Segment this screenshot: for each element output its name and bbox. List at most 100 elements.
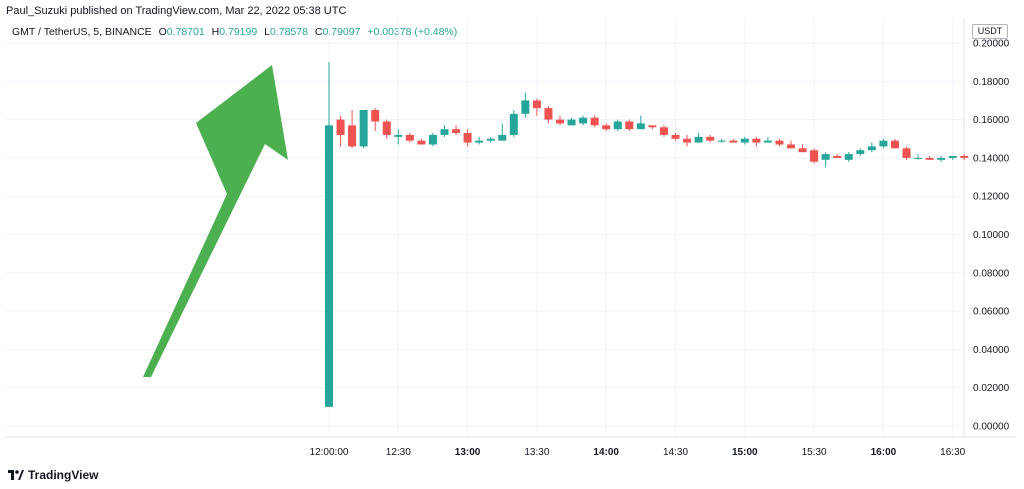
candle-body (613, 121, 622, 130)
candle-body (752, 138, 761, 143)
candle-down (348, 110, 357, 149)
candle-body (417, 140, 426, 145)
candle-down (336, 115, 345, 147)
candle-down (602, 123, 611, 132)
candle-body (452, 129, 461, 134)
candle-up (567, 117, 576, 126)
open-label: O (158, 26, 167, 38)
price-tick-label: 0.00000 (973, 422, 1010, 433)
candle-body (521, 100, 530, 114)
candle-up (821, 152, 830, 168)
up-arrow-annotation (143, 65, 288, 377)
low-value: 0.78578 (269, 26, 308, 38)
candle-body (463, 133, 472, 143)
candle-body (579, 117, 588, 124)
candle-down (625, 119, 634, 132)
time-tick-label: 14:30 (663, 447, 688, 458)
candle-up (325, 62, 333, 407)
candle-body (706, 136, 715, 141)
low-label: L (264, 26, 270, 38)
candle-down (371, 108, 380, 132)
candle-body (486, 138, 495, 141)
price-axis: 0.20000 0.18000 0.16000 0.14000 0.12000 0.100… (973, 39, 1010, 433)
candle-down (729, 138, 738, 143)
time-tick-label: 15:00 (732, 447, 758, 458)
candle-body (394, 134, 403, 137)
candle-body (359, 110, 368, 147)
candle-up (521, 92, 530, 118)
high-label: H (211, 26, 220, 38)
candle-body (532, 100, 541, 109)
candle-body (914, 157, 923, 159)
symbol-name: GMT / TetherUS, 5, BINANCE (12, 26, 152, 38)
price-tick-label: 0.10000 (973, 230, 1010, 241)
price-tick-label: 0.20000 (973, 39, 1010, 50)
candle-down (925, 155, 934, 160)
tradingview-brand-label: TradingView (28, 468, 99, 482)
candle-down (532, 98, 541, 116)
tradingview-brand[interactable]: TradingView (8, 468, 98, 482)
high-value: 0.79199 (219, 26, 258, 38)
candle-body (683, 138, 692, 143)
candle-body (960, 155, 969, 158)
candle-down (787, 140, 795, 149)
candle-down (648, 125, 657, 130)
candle-body (729, 140, 738, 143)
candle-body (440, 129, 449, 135)
candle-body (348, 125, 357, 147)
candle-body (787, 144, 795, 149)
time-tick-label: 15:30 (802, 447, 827, 458)
candle-body (694, 136, 703, 143)
candle-down (405, 133, 414, 143)
candle-down (382, 119, 391, 139)
candle-body (717, 140, 726, 142)
candle-up (914, 154, 923, 160)
candle-down (671, 133, 680, 141)
candle-up (856, 148, 865, 156)
open-value: 0.78701 (166, 26, 205, 38)
currency-badge[interactable]: USDT (972, 24, 1008, 39)
change-value: +0.00378 (+0.48%) (367, 26, 458, 38)
candle-body (671, 134, 680, 139)
time-tick-label: 16:00 (871, 447, 897, 458)
candle-down (417, 138, 426, 145)
candle-body (509, 113, 518, 135)
candle-up (879, 138, 888, 149)
candle-up (717, 138, 726, 143)
candle-body (498, 134, 507, 141)
candle-body (925, 157, 934, 160)
candle-up (867, 142, 876, 153)
candle-body (810, 150, 819, 162)
candle-body (336, 119, 345, 135)
candle-body (382, 121, 391, 135)
time-tick-label: 12:30 (386, 447, 411, 458)
candle-body (798, 148, 807, 153)
candle-up (844, 152, 853, 162)
candle-up (763, 136, 772, 143)
candle-up (694, 133, 703, 143)
candle-up (498, 123, 507, 141)
time-tick-label: 13:30 (524, 447, 549, 458)
candle-up (394, 129, 403, 145)
candle-up (509, 110, 518, 137)
candle-body (763, 140, 772, 143)
candles (325, 62, 969, 407)
candle-body (428, 134, 437, 145)
time-axis: 12:00:00 12:30 13:00 13:30 14:00 14:30 15:00 15… (310, 447, 966, 458)
time-tick-label: 16:30 (940, 447, 965, 458)
symbol-legend: GMT / TetherUS, 5, BINANCE O0.78701 H0.7… (12, 26, 457, 38)
tradingview-logo-icon (8, 470, 24, 480)
time-tick-label: 13:00 (455, 447, 481, 458)
candle-body (879, 140, 888, 147)
candle-body (567, 119, 576, 126)
candle-body (625, 121, 634, 130)
candle-down (960, 154, 969, 160)
candle-down (752, 136, 761, 147)
candle-body (556, 119, 564, 124)
candle-body (590, 117, 599, 126)
candle-body (775, 140, 784, 145)
candle-body (867, 146, 876, 151)
time-tick-label: 12:00:00 (310, 447, 349, 458)
candle-up (937, 155, 946, 162)
